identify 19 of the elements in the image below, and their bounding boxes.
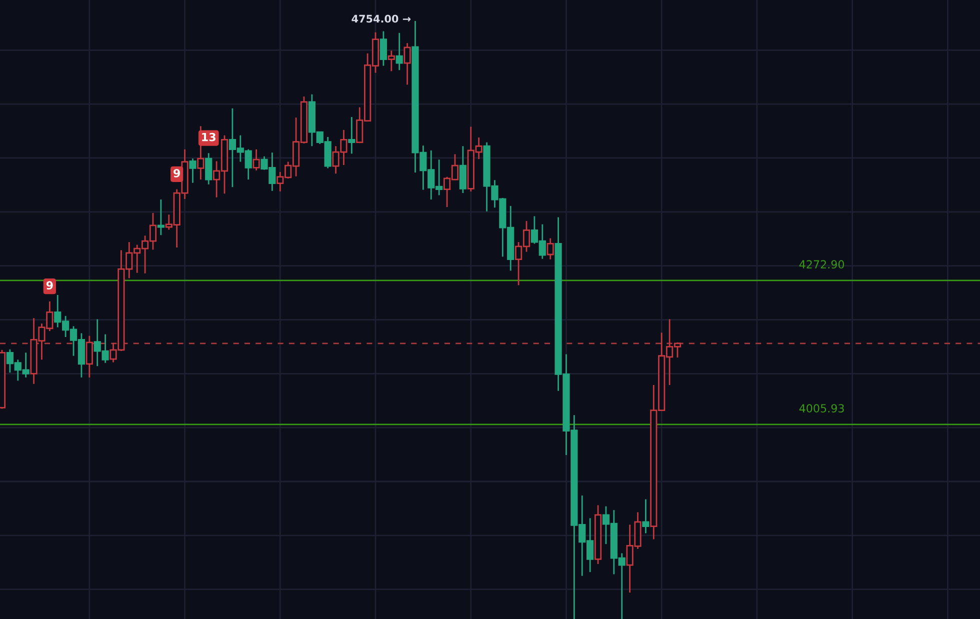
candlestick	[86, 335, 93, 378]
candlestick	[642, 498, 650, 534]
candlestick	[205, 152, 212, 186]
ref-line-label: 4005.93	[799, 404, 844, 413]
candlestick	[404, 42, 411, 86]
candlestick	[546, 238, 554, 260]
candlestick	[189, 158, 196, 184]
annotation: 13	[202, 132, 216, 142]
candlestick	[459, 145, 466, 194]
candlestick	[252, 148, 260, 172]
candlestick	[348, 116, 356, 154]
annotation: 9	[174, 168, 180, 178]
annotation: 9	[46, 281, 53, 290]
candlestick	[388, 50, 395, 72]
candlestick	[380, 30, 387, 66]
candlestick	[396, 32, 403, 71]
annotation: 4754.00 →	[352, 14, 411, 23]
ref-line-label: 4272.90	[799, 260, 844, 269]
candlestick	[157, 198, 164, 236]
